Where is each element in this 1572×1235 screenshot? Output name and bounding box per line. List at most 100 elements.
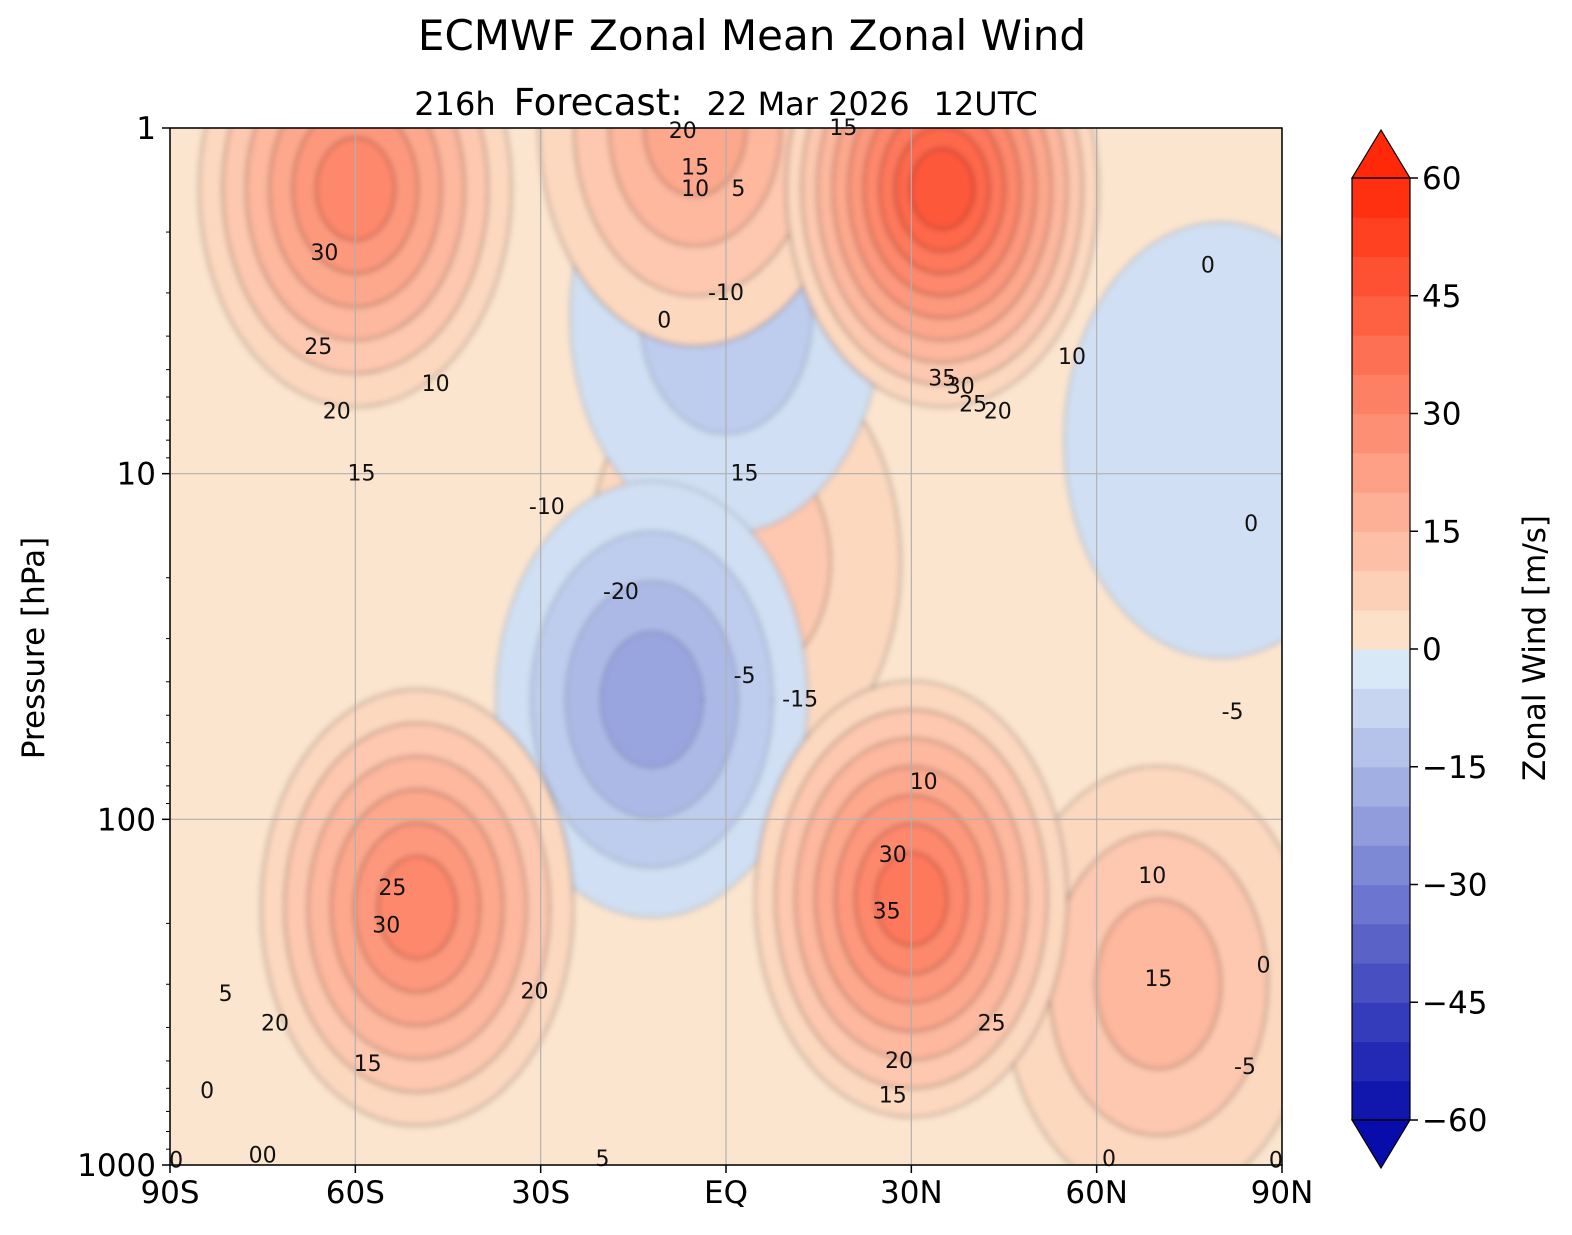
contour-label: 20 [984, 399, 1012, 424]
colorbar-extend-min [1350, 1119, 1412, 1170]
contour-label: -20 [603, 580, 639, 605]
colorbar-bin [1352, 1041, 1410, 1082]
chart-title: ECMWF Zonal Mean Zonal Wind [418, 11, 1086, 60]
wind-level [377, 855, 457, 960]
contour-label: 15 [681, 155, 709, 180]
contour-label: 5 [595, 1147, 609, 1172]
y-tick-label: 100 [97, 802, 156, 838]
contour-label: -5 [1222, 700, 1244, 725]
wind-level [1063, 221, 1282, 659]
colorbar-bin [1352, 335, 1410, 375]
y-axis-label: Pressure [hPa] [16, 537, 52, 759]
x-tick-label: 30N [880, 1175, 943, 1211]
colorbar-tick-label: −30 [1422, 868, 1487, 904]
x-tick-label: 60N [1065, 1175, 1128, 1211]
contour-label: 10 [422, 372, 450, 397]
colorbar-bin [1352, 766, 1410, 807]
contour-label: 15 [879, 1084, 907, 1109]
contour-label: 35 [928, 366, 956, 391]
contour-label: 30 [947, 375, 975, 400]
contour-label: 0 [1244, 512, 1258, 537]
y-axis: 1 10 100 1000 [77, 111, 170, 1184]
colorbar-bin [1352, 609, 1410, 650]
contour-label: 0 [200, 1079, 214, 1104]
contour-label: 30 [310, 241, 338, 266]
x-tick-label: 30S [511, 1175, 570, 1211]
colorbar-tick-label: −45 [1422, 985, 1487, 1021]
wind-level [600, 630, 704, 769]
contour-label: 20 [261, 1012, 289, 1037]
colorbar-bin [1352, 688, 1410, 729]
contour-label: 25 [378, 876, 406, 901]
forecast-time: 12UTC [934, 85, 1038, 123]
colorbar-bin [1352, 806, 1410, 846]
y-tick-label: 10 [117, 457, 156, 493]
colorbar-bin [1352, 531, 1410, 572]
contour-label: 0 [657, 308, 671, 333]
colorbar-tick-label: −15 [1422, 750, 1487, 786]
contour-label: 0 [1256, 954, 1270, 979]
colorbar-tick-label: 30 [1422, 397, 1461, 433]
x-axis: 90S 60S 30S EQ 30N 60N 90N [140, 1165, 1313, 1211]
colorbar-bin [1352, 217, 1410, 258]
contour-label: 0 [1102, 1147, 1116, 1172]
contour-label: 15 [354, 1052, 382, 1077]
contour-label: -10 [529, 495, 565, 520]
colorbar-bin [1352, 178, 1410, 218]
colorbar-label: Zonal Wind [m/s] [1517, 515, 1553, 781]
colorbar [1350, 128, 1412, 1170]
colorbar-bin [1352, 963, 1410, 1003]
colorbar-tick-label: 60 [1422, 161, 1461, 197]
contour-label: 10 [1058, 345, 1086, 370]
colorbar-bin [1352, 256, 1410, 297]
x-tick-label: 60S [326, 1175, 385, 1211]
wind-level [643, 128, 747, 197]
contour-label: 20 [885, 1049, 913, 1074]
contour-label: -5 [734, 664, 756, 689]
colorbar-bin [1352, 374, 1410, 415]
contour-label: 15 [348, 462, 376, 487]
contour-label: 35 [873, 900, 901, 925]
colorbar-tick-label: 15 [1422, 514, 1461, 550]
colorbar-bin [1352, 1002, 1410, 1043]
contour-label: 15 [1144, 967, 1172, 992]
forecast-date: 22 Mar 2026 [707, 85, 910, 123]
colorbar-bin [1352, 923, 1410, 964]
contour-label: 0 [169, 1148, 183, 1173]
colorbar-bin [1352, 570, 1410, 611]
x-tick-label: EQ [704, 1175, 748, 1211]
contour-label: 25 [978, 1012, 1006, 1037]
contour-label: 0 [1201, 254, 1215, 279]
colorbar-ticks: 60 45 30 15 0 −15 −30 −45 −60 [1410, 161, 1487, 1139]
contour-label: 20 [669, 119, 697, 144]
contour-label: 25 [959, 392, 987, 417]
forecast-lead: 216h [414, 85, 495, 123]
colorbar-extend-max [1350, 128, 1412, 179]
colorbar-bin [1352, 884, 1410, 925]
contour-label: 20 [520, 980, 548, 1005]
chart-subtitle: 216h Forecast: 22 Mar 2026 12UTC [414, 81, 1037, 124]
wind-level [910, 148, 975, 230]
contour-label: 30 [372, 914, 400, 939]
contour-label: 5 [731, 177, 745, 202]
colorbar-tick-label: −60 [1422, 1103, 1487, 1139]
colorbar-bin [1352, 452, 1410, 493]
contour-label: 15 [731, 462, 759, 487]
contour-label: 25 [304, 335, 332, 360]
x-tick-label: 90N [1251, 1175, 1314, 1211]
colorbar-tick-label: 0 [1422, 632, 1442, 668]
contour-label: 0 [1269, 1148, 1283, 1173]
y-tick-label: 1 [136, 111, 156, 147]
colorbar-bin [1352, 649, 1410, 689]
contour-label: -5 [1234, 1055, 1256, 1080]
colorbar-bin [1352, 845, 1410, 886]
contour-label: 30 [879, 843, 907, 868]
y-tick-label: 1000 [77, 1148, 156, 1184]
contour-label: -10 [708, 281, 744, 306]
contour-label: -15 [782, 687, 818, 712]
forecast-label: Forecast: [514, 81, 683, 124]
colorbar-bin [1352, 295, 1410, 336]
wind-level [1095, 899, 1222, 1070]
